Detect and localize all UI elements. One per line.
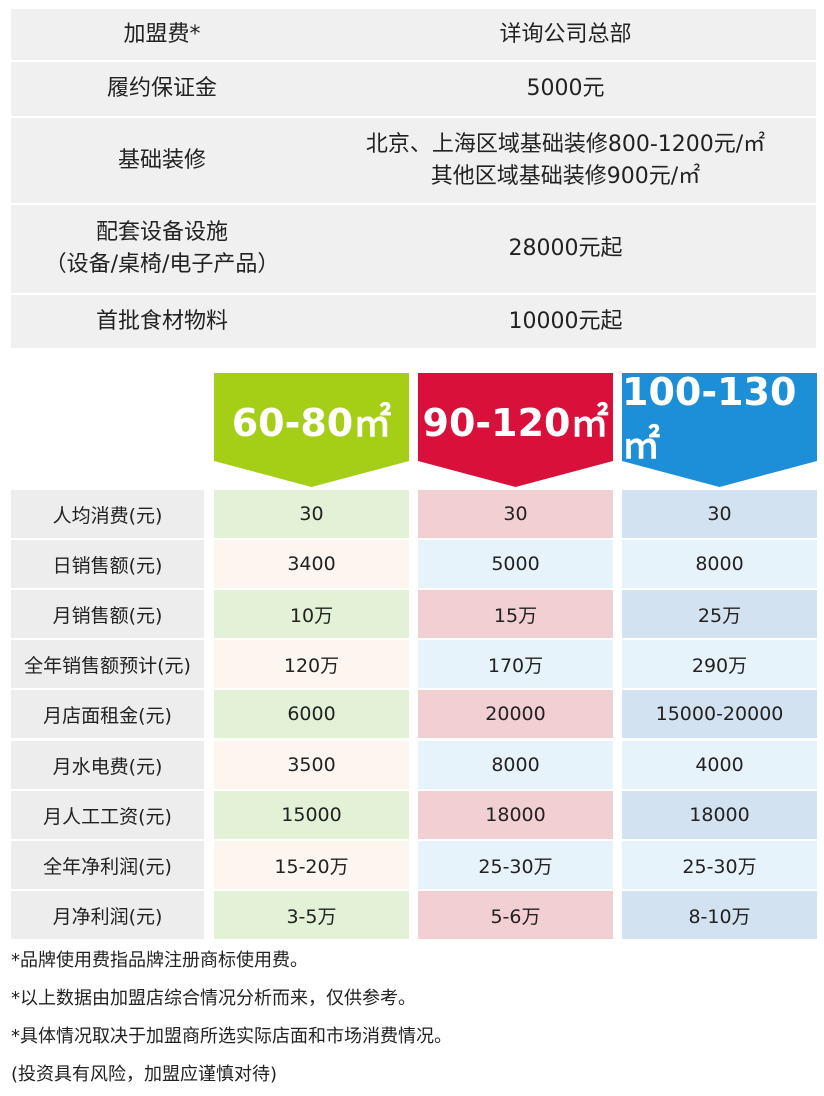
table-row: 人均消费(元) 30 30 30 bbox=[11, 490, 817, 538]
cell-large: 18000 bbox=[622, 791, 817, 839]
size-header-small: 60-80㎡ bbox=[214, 373, 409, 487]
cost-item-value: 详询公司总部 bbox=[315, 9, 816, 60]
size-label: 100-130㎡ bbox=[622, 369, 797, 467]
cost-row-franchise-fee: 加盟费* 详询公司总部 bbox=[11, 9, 816, 60]
cell-large: 4000 bbox=[622, 741, 817, 789]
cell-small: 3-5万 bbox=[214, 891, 409, 939]
cell-small: 3500 bbox=[214, 741, 409, 789]
cell-medium: 5-6万 bbox=[418, 891, 613, 939]
table-row: 全年销售额预计(元) 120万 170万 290万 bbox=[11, 640, 817, 688]
cost-item-value: 5000元 bbox=[526, 76, 605, 101]
cost-item-label: 基础装修 bbox=[117, 147, 206, 173]
cost-row-equipment: 配套设备设施 （设备/桌椅/电子产品） 28000元起 bbox=[11, 205, 816, 293]
cell-large: 8000 bbox=[622, 540, 817, 588]
row-label: 月水电费(元) bbox=[11, 741, 204, 789]
cell-medium: 8000 bbox=[418, 741, 613, 789]
cell-small: 15000 bbox=[214, 791, 409, 839]
cell-medium: 18000 bbox=[418, 791, 613, 839]
size-header-large: 100-130㎡ bbox=[622, 369, 817, 487]
size-label: 90-120㎡ bbox=[422, 400, 609, 445]
footnote: (投资具有风险，加盟应谨慎对待) bbox=[11, 1064, 278, 1085]
cell-small: 120万 bbox=[214, 640, 409, 688]
cell-small: 6000 bbox=[214, 690, 409, 738]
cost-item-label: 首批食材物料 bbox=[95, 308, 228, 334]
row-label: 全年净利润(元) bbox=[11, 841, 204, 889]
cell-small: 3400 bbox=[214, 540, 409, 588]
cell-large: 25-30万 bbox=[622, 841, 817, 889]
cost-item-label: 履约保证金 bbox=[106, 76, 217, 101]
footnote: *品牌使用费指品牌注册商标使用费。 bbox=[11, 950, 308, 971]
row-label: 月净利润(元) bbox=[11, 891, 204, 939]
cell-large: 290万 bbox=[622, 640, 817, 688]
cost-table: 加盟费* 详询公司总部 履约保证金 5000元 基础装修 北京、上海区域基础装修… bbox=[11, 9, 816, 350]
cell-small: 30 bbox=[214, 490, 409, 538]
cost-item-label: 加盟费* bbox=[123, 21, 201, 47]
row-label: 全年销售额预计(元) bbox=[11, 640, 204, 688]
cost-item-value: 北京、上海区域基础装修800-1200元/㎡ 其他区域基础装修900元/㎡ bbox=[365, 131, 766, 189]
size-label: 60-80㎡ bbox=[231, 400, 392, 445]
table-row: 月人工工资(元) 15000 18000 18000 bbox=[11, 791, 817, 839]
cell-large: 25万 bbox=[622, 590, 817, 638]
row-label: 月人工工资(元) bbox=[11, 791, 204, 839]
cost-item-value: 28000元起 bbox=[508, 236, 623, 261]
cell-medium: 25-30万 bbox=[418, 841, 613, 889]
cell-medium: 20000 bbox=[418, 690, 613, 738]
table-row: 月销售额(元) 10万 15万 25万 bbox=[11, 590, 817, 638]
cell-medium: 5000 bbox=[418, 540, 613, 588]
table-row: 月店面租金(元) 6000 20000 15000-20000 bbox=[11, 690, 817, 738]
cost-row-materials: 首批食材物料 10000元起 bbox=[11, 295, 816, 348]
row-label: 人均消费(元) bbox=[11, 490, 204, 538]
size-banner-shape bbox=[418, 373, 613, 487]
table-row: 月水电费(元) 3500 8000 4000 bbox=[11, 741, 817, 789]
cell-large: 8-10万 bbox=[622, 891, 817, 939]
cost-row-decoration: 基础装修 北京、上海区域基础装修800-1200元/㎡ 其他区域基础装修900元… bbox=[11, 118, 816, 203]
cost-item-value: 10000元起 bbox=[508, 308, 623, 334]
table-row: 月净利润(元) 3-5万 5-6万 8-10万 bbox=[11, 891, 817, 939]
cell-small: 15-20万 bbox=[214, 841, 409, 889]
size-banner-shape bbox=[214, 373, 409, 487]
cell-medium: 170万 bbox=[418, 640, 613, 688]
row-label: 日销售额(元) bbox=[11, 540, 204, 588]
cell-small: 10万 bbox=[214, 590, 409, 638]
table-row: 全年净利润(元) 15-20万 25-30万 25-30万 bbox=[11, 841, 817, 889]
cell-large: 15000-20000 bbox=[622, 690, 817, 738]
size-banner-shape bbox=[622, 373, 817, 487]
row-label: 月销售额(元) bbox=[11, 590, 204, 638]
footnotes: *品牌使用费指品牌注册商标使用费。 *以上数据由加盟店综合情况分析而来，仅供参考… bbox=[11, 942, 816, 1094]
footnote: *以上数据由加盟店综合情况分析而来，仅供参考。 bbox=[11, 988, 416, 1009]
cell-medium: 30 bbox=[418, 490, 613, 538]
cell-large: 30 bbox=[622, 490, 817, 538]
cell-medium: 15万 bbox=[418, 590, 613, 638]
footnote: *具体情况取决于加盟商所选实际店面和市场消费情况。 bbox=[11, 1026, 452, 1047]
row-label: 月店面租金(元) bbox=[11, 690, 204, 738]
cost-item-label: 配套设备设施 （设备/桌椅/电子产品） bbox=[44, 220, 280, 277]
size-header-medium: 90-120㎡ bbox=[418, 373, 613, 487]
table-row: 日销售额(元) 3400 5000 8000 bbox=[11, 540, 817, 588]
cost-row-deposit: 履约保证金 5000元 bbox=[11, 62, 816, 116]
